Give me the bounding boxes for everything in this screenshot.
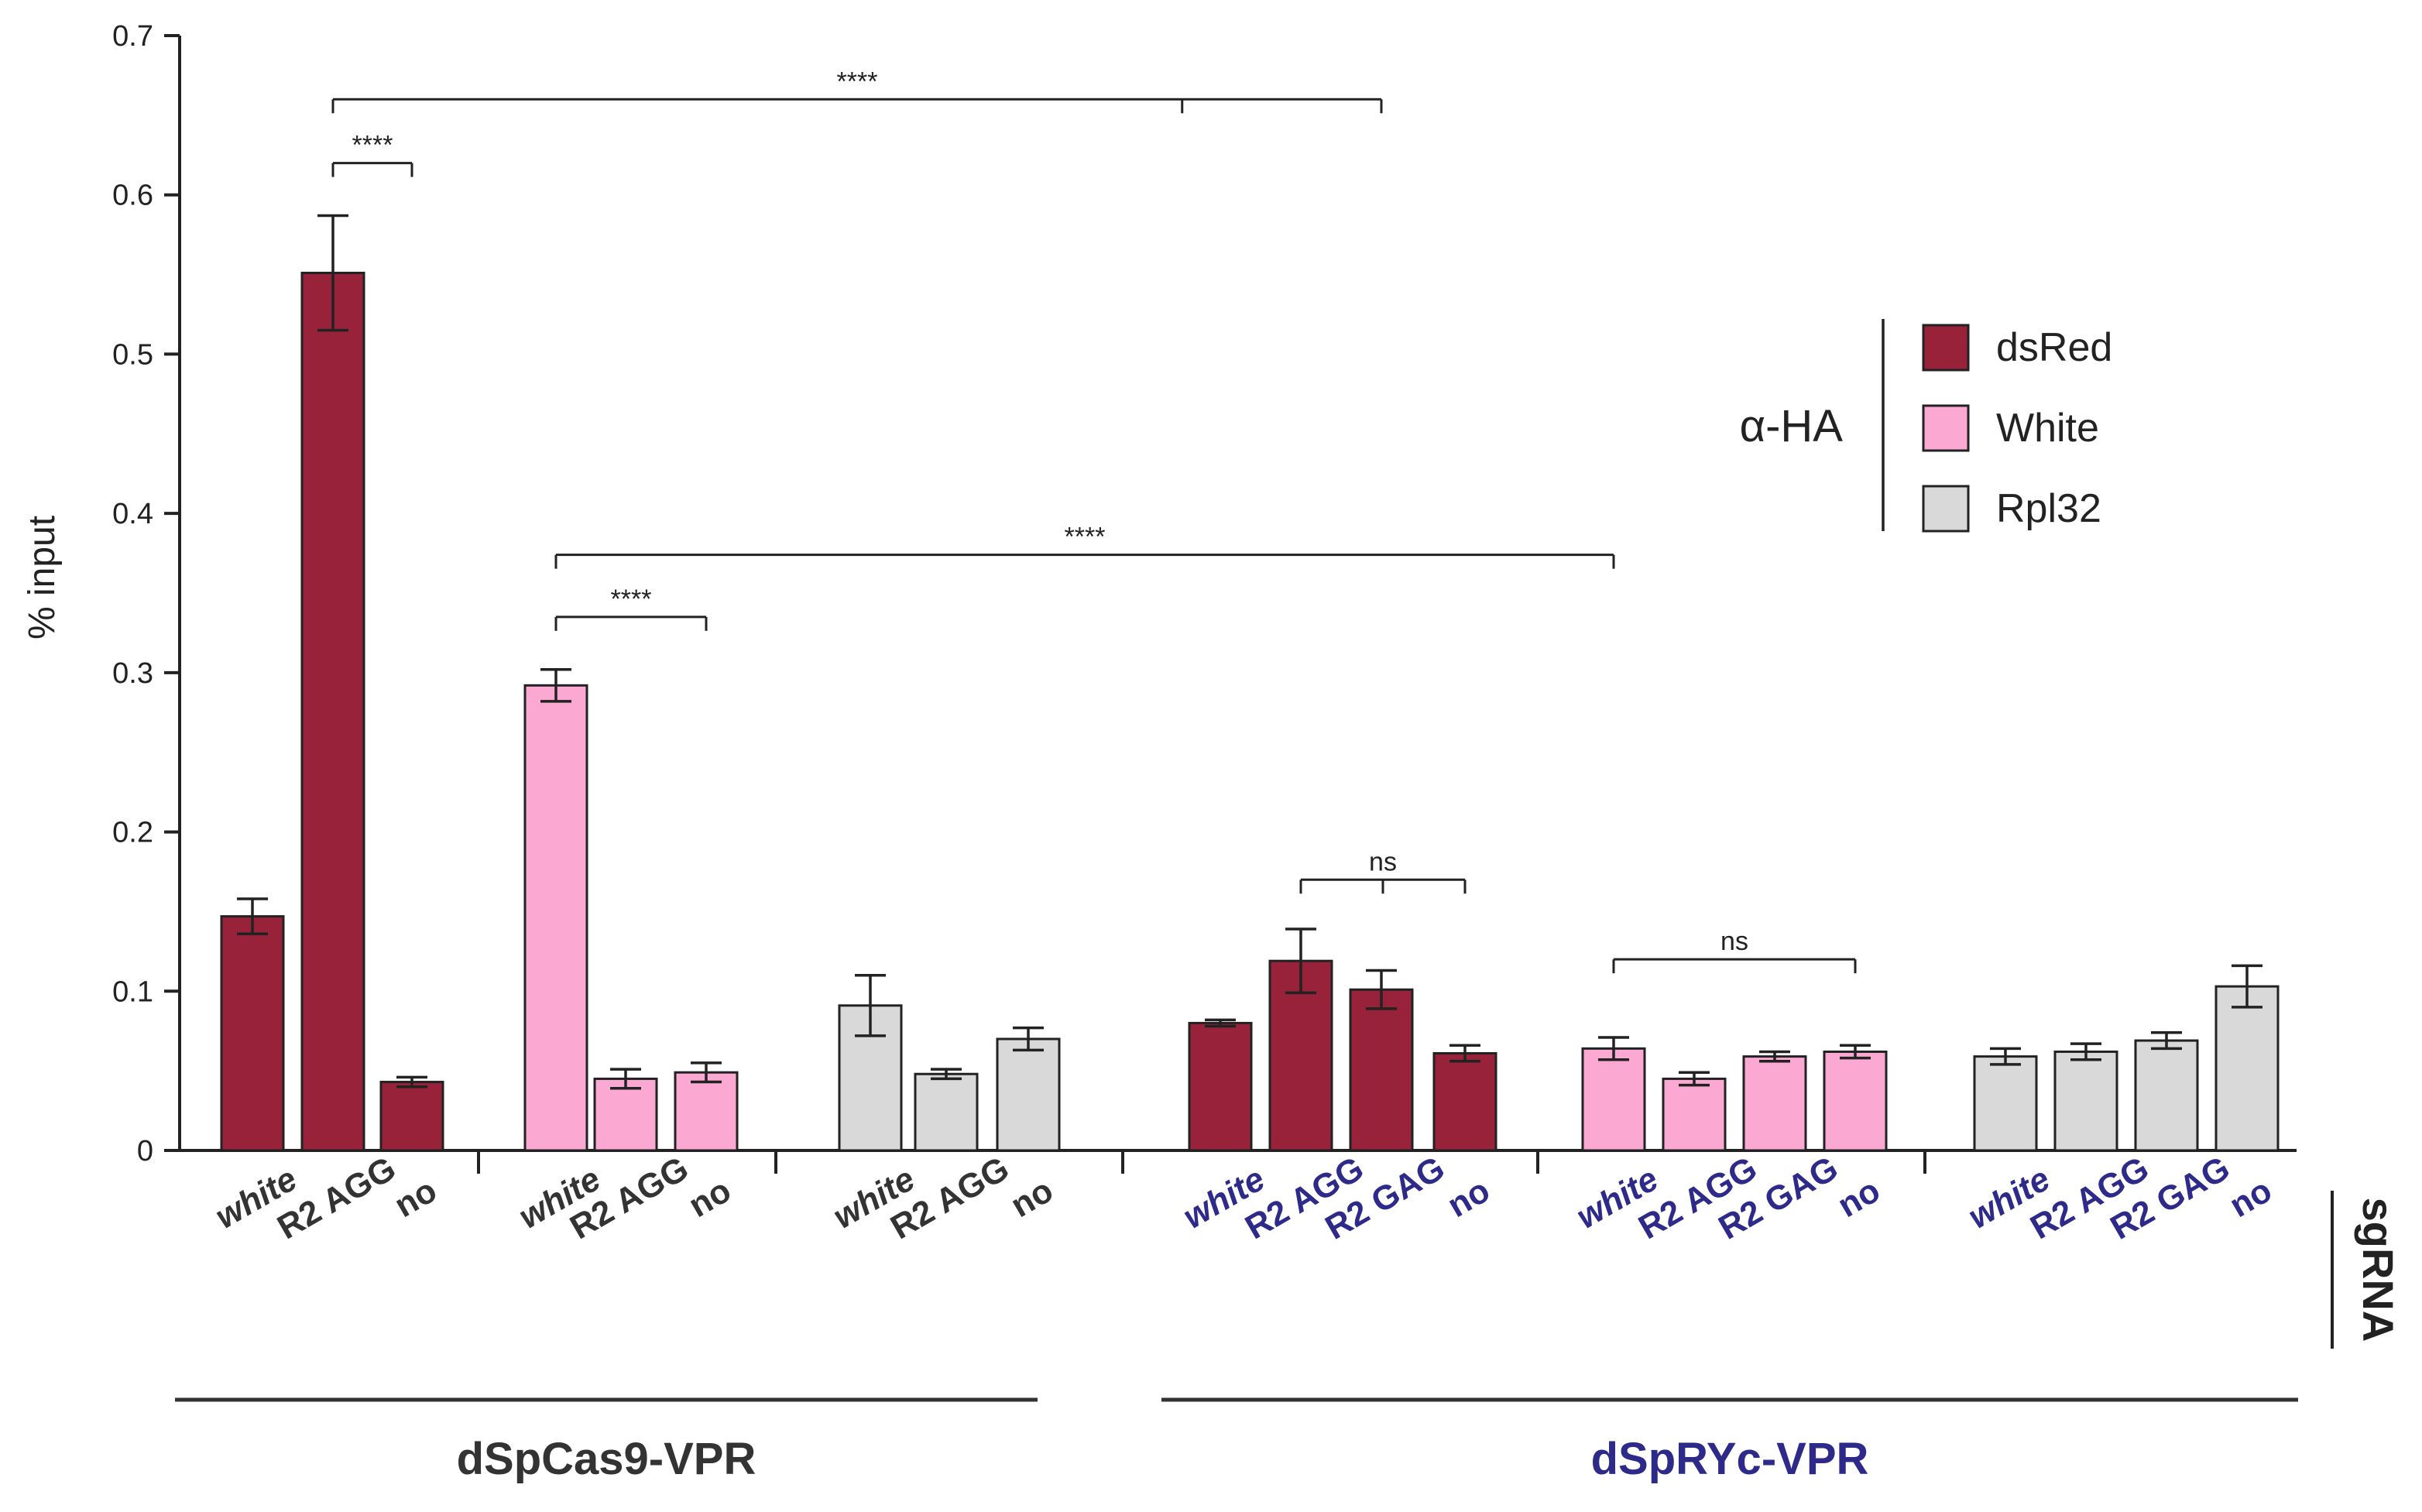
bar	[996, 1037, 1061, 1152]
bar	[2214, 985, 2280, 1152]
legend: α-HA dsRed White Rpl32 sgRNA	[1740, 319, 2403, 1349]
significance-label: ns	[1369, 847, 1397, 876]
legend-entry: Rpl32	[1996, 486, 2101, 531]
bar	[1581, 1047, 1646, 1152]
bar	[2053, 1050, 2118, 1152]
bar	[674, 1071, 739, 1152]
bar	[1742, 1055, 1807, 1152]
bar	[379, 1081, 444, 1152]
bar	[523, 684, 588, 1152]
bars	[220, 214, 2280, 1152]
group-labels: dSpCas9-VPR dSpRYc-VPR	[175, 1397, 2298, 1484]
bar	[1188, 1021, 1253, 1152]
y-tick-label: 0.1	[112, 975, 153, 1008]
group-label: dSpCas9-VPR	[457, 1434, 756, 1484]
significance-label: ****	[1065, 523, 1106, 552]
bar	[2134, 1039, 2199, 1152]
bar	[1432, 1052, 1497, 1152]
y-tick-label: 0.4	[112, 498, 153, 530]
bar	[1823, 1050, 1888, 1152]
legend-entry: White	[1996, 406, 2099, 451]
group-label: dSpRYc-VPR	[1591, 1434, 1869, 1484]
y-axis-label: % input	[22, 516, 63, 639]
sgrna-label: sgRNA	[2354, 1198, 2403, 1342]
bar	[220, 915, 285, 1152]
significance-label: ****	[611, 585, 652, 614]
y-tick-label: 0.2	[112, 817, 153, 849]
legend-entry: dsRed	[1996, 325, 2112, 370]
y-tick-label: 0.3	[112, 657, 153, 690]
legend-swatch	[1922, 324, 1970, 372]
bar	[914, 1072, 979, 1152]
bar	[1973, 1055, 2038, 1152]
bar	[1349, 988, 1414, 1152]
legend-swatch	[1922, 404, 1970, 452]
y-tick-label: 0.7	[112, 20, 153, 53]
bar	[300, 272, 365, 1152]
y-tick-label: 0.6	[112, 180, 153, 212]
legend-swatch	[1922, 485, 1970, 533]
y-tick-label: 0	[137, 1135, 153, 1167]
significance-annotations: **** **** **** **** ns ns	[331, 67, 1857, 974]
legend-title: α-HA	[1740, 401, 1844, 451]
significance-label: ns	[1720, 927, 1748, 956]
significance-label: ****	[352, 131, 393, 160]
significance-label: ****	[837, 67, 878, 96]
bar	[1662, 1077, 1727, 1152]
bar	[593, 1077, 658, 1152]
y-tick-label: 0.5	[112, 338, 153, 371]
